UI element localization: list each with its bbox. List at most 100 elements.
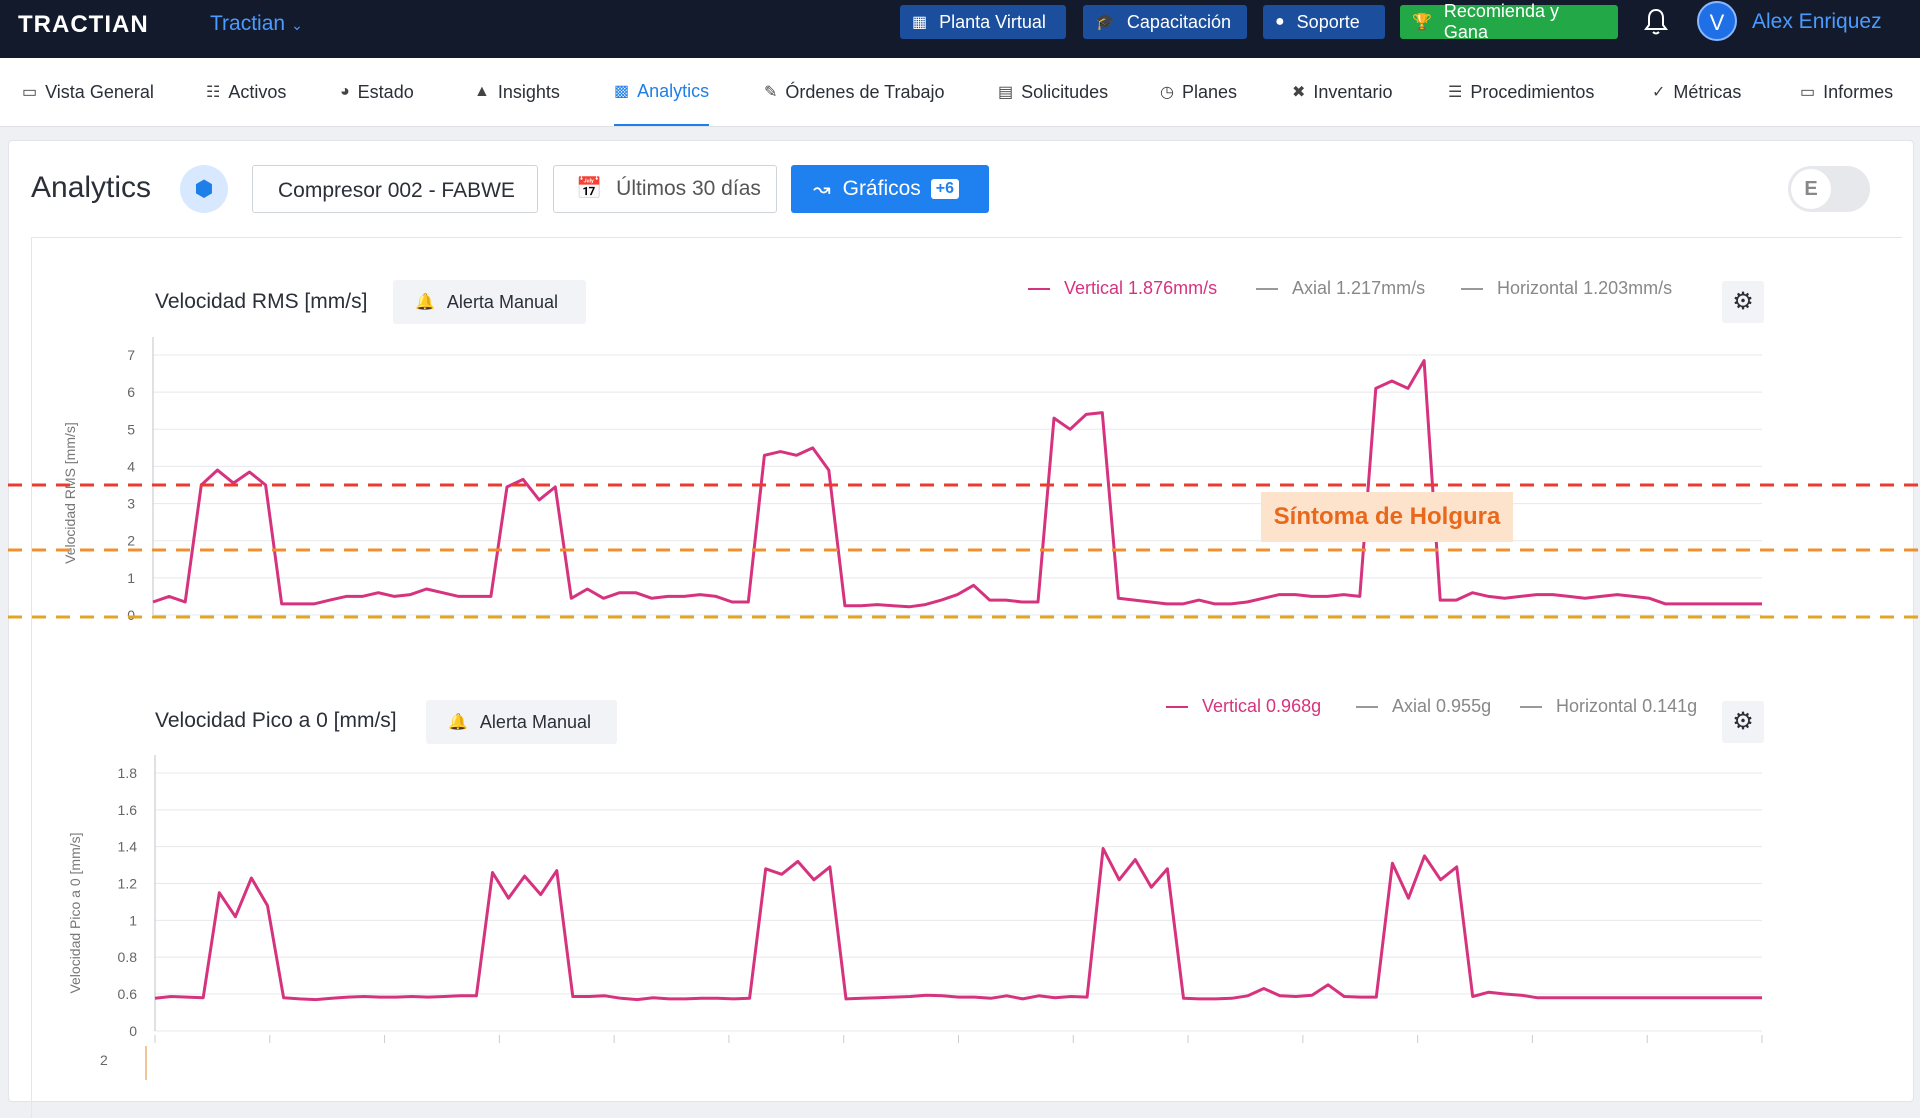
y-tick-label: 1.2 [118, 876, 138, 892]
clock-icon: ◷ [1160, 84, 1174, 101]
y-tick-label: 2 [127, 533, 135, 549]
nav-label: Inventario [1313, 81, 1393, 102]
bell-icon: 🔔 [448, 714, 468, 731]
nav-label: Activos [228, 81, 287, 102]
chart-title-pico: Velocidad Pico a 0 [mm/s] [155, 709, 397, 732]
asset-selector[interactable]: Compresor 002 - FABWE [252, 165, 538, 213]
legend-name: Axial [1392, 696, 1432, 716]
nav-ordenes-de-trabajo[interactable]: ✎ Órdenes de Trabajo [764, 58, 945, 126]
chat-icon: ● [1275, 13, 1285, 30]
legend-name: Axial [1292, 278, 1332, 298]
planta-virtual-label: Planta Virtual [939, 11, 1046, 32]
nav-label: Vista General [45, 81, 154, 102]
nav-label: Métricas [1673, 81, 1742, 102]
bell-icon[interactable] [1644, 8, 1668, 43]
bar-chart-icon: ▩ [614, 83, 630, 100]
toggle-knob: E [1791, 169, 1831, 209]
legend-vertical-pico[interactable]: Vertical 0.968g [1166, 696, 1321, 717]
graficos-button[interactable]: ↝ Gráficos +6 [791, 165, 989, 213]
legend-horizontal-pico[interactable]: Horizontal 0.141g [1520, 696, 1697, 717]
alarm-icon: ▲ [474, 83, 490, 100]
calendar-icon: 📅 [576, 177, 603, 200]
legend-swatch [1256, 287, 1278, 290]
y-tick-label: 0.6 [118, 986, 138, 1002]
y-tick-label: 3 [127, 496, 135, 512]
cube-icon[interactable]: ⬢ [180, 165, 228, 213]
top-bar: TRACTIAN Tractian ⌄ ▦ Planta Virtual 🎓 Ca… [0, 0, 1920, 58]
recomienda-button[interactable]: 🏆 Recomienda y Gana [1400, 1, 1618, 42]
legend-value: 0.141g [1642, 696, 1698, 716]
legend-axial-rms[interactable]: Axial 1.217mm/s [1256, 278, 1425, 299]
bell-icon: 🔔 [415, 294, 435, 311]
legend-horizontal-rms[interactable]: Horizontal 1.203mm/s [1461, 278, 1672, 299]
soporte-button[interactable]: ● Soporte [1263, 5, 1385, 39]
nav-label: Órdenes de Trabajo [785, 81, 945, 102]
legend-swatch [1028, 287, 1050, 290]
nav-solicitudes[interactable]: ▤ Solicitudes [998, 58, 1108, 126]
y-tick-label: 6 [127, 384, 135, 400]
legend-name: Horizontal [1556, 696, 1638, 716]
legend-axial-pico[interactable]: Axial 0.955g [1356, 696, 1491, 717]
line-chart-icon: ↝ [813, 177, 831, 201]
graficos-count-badge: +6 [930, 179, 960, 199]
view-toggle[interactable]: E [1788, 166, 1870, 212]
rms-chart[interactable]: 0 1 2 3 4 5 6 7 [0, 330, 1920, 630]
legend-value: 0.955g [1436, 696, 1492, 716]
nav-activos[interactable]: ☷ Activos [206, 58, 286, 126]
analytics-panel: Analytics ⬢ Compresor 002 - FABWE 📅 Últi… [8, 140, 1914, 1118]
nav-label: Solicitudes [1021, 81, 1109, 102]
nav-insights[interactable]: ▲ Insights [474, 58, 560, 126]
nav-label: Planes [1181, 81, 1238, 102]
date-range-picker[interactable]: 📅 Últimos 30 días [553, 165, 777, 213]
monitor-icon: ▭ [22, 84, 38, 101]
capacitacion-label: Capacitación [1126, 11, 1231, 32]
alerta-manual-button-rms[interactable]: 🔔 Alerta Manual [393, 280, 586, 324]
y-tick-label: 1.8 [118, 765, 138, 781]
nav-metricas[interactable]: ✓ Métricas [1652, 58, 1741, 126]
third-chart-tick: 2 [100, 1052, 108, 1068]
nav-label: Analytics [637, 80, 710, 101]
y-tick-label: 4 [127, 458, 135, 474]
tools-icon: ✖ [1292, 84, 1306, 101]
nav-informes[interactable]: ▭ Informes [1800, 58, 1893, 126]
tractian-logo[interactable]: TRACTIAN [18, 11, 149, 38]
y-tick-label: 5 [127, 421, 135, 437]
nav-inventario[interactable]: ✖ Inventario [1292, 58, 1392, 126]
alerta-manual-label: Alerta Manual [446, 291, 558, 312]
gear-icon[interactable]: ⚙ [1722, 701, 1764, 743]
legend-value: 1.876mm/s [1128, 278, 1218, 298]
edit-icon: ✎ [764, 84, 778, 101]
soporte-label: Soporte [1296, 11, 1360, 32]
nav-vista-general[interactable]: ▭ Vista General [22, 58, 154, 126]
chart-panel [31, 237, 1902, 1118]
legend-value: 1.217mm/s [1336, 278, 1426, 298]
nav-analytics[interactable]: ▩ Analytics [614, 58, 710, 126]
check-circle-icon: ✓ [1652, 84, 1666, 101]
nav-procedimientos[interactable]: ☰ Procedimientos [1448, 58, 1594, 126]
alerta-manual-label: Alerta Manual [479, 711, 591, 732]
legend-swatch [1461, 287, 1483, 290]
legend-vertical-rms[interactable]: Vertical 1.876mm/s [1028, 278, 1217, 299]
gear-icon[interactable]: ⚙ [1722, 281, 1764, 323]
capacitacion-button[interactable]: 🎓 Capacitación [1083, 5, 1247, 39]
recomienda-label: Recomienda y Gana [1443, 1, 1559, 42]
pico-chart[interactable]: 0 0.6 0.8 1 1.2 1.4 1.6 1.8 [0, 750, 1920, 1050]
workspace-name: Tractian [210, 12, 286, 35]
y-tick-label: 1 [129, 912, 137, 928]
nav-label: Informes [1823, 81, 1894, 102]
y-tick-label: 0 [127, 607, 135, 623]
nav-planes[interactable]: ◷ Planes [1160, 58, 1237, 126]
alerta-manual-button-pico[interactable]: 🔔 Alerta Manual [426, 700, 617, 744]
y-tick-label: 1 [127, 570, 135, 586]
nav-estado[interactable]: ◕ Estado [340, 58, 414, 126]
legend-name: Vertical [1202, 696, 1262, 716]
y-tick-label: 7 [127, 347, 135, 363]
planta-virtual-button[interactable]: ▦ Planta Virtual [900, 5, 1066, 39]
user-name[interactable]: Alex Enriquez [1752, 10, 1882, 33]
workspace-selector[interactable]: Tractian ⌄ [210, 12, 303, 36]
page-title: Analytics [31, 171, 152, 204]
legend-swatch [1166, 705, 1188, 708]
legend-value: 1.203mm/s [1583, 278, 1673, 298]
avatar[interactable]: V [1697, 1, 1737, 41]
date-range-label: Últimos 30 días [616, 177, 761, 200]
